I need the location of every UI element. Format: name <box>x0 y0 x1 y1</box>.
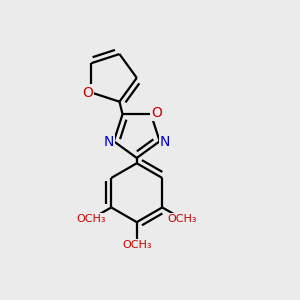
Text: N: N <box>160 135 170 149</box>
Text: O: O <box>82 85 93 100</box>
Text: OCH₃: OCH₃ <box>77 214 106 224</box>
Text: O: O <box>151 106 162 119</box>
Text: N: N <box>103 135 114 149</box>
Text: OCH₃: OCH₃ <box>122 240 152 250</box>
Text: OCH₃: OCH₃ <box>167 214 196 224</box>
